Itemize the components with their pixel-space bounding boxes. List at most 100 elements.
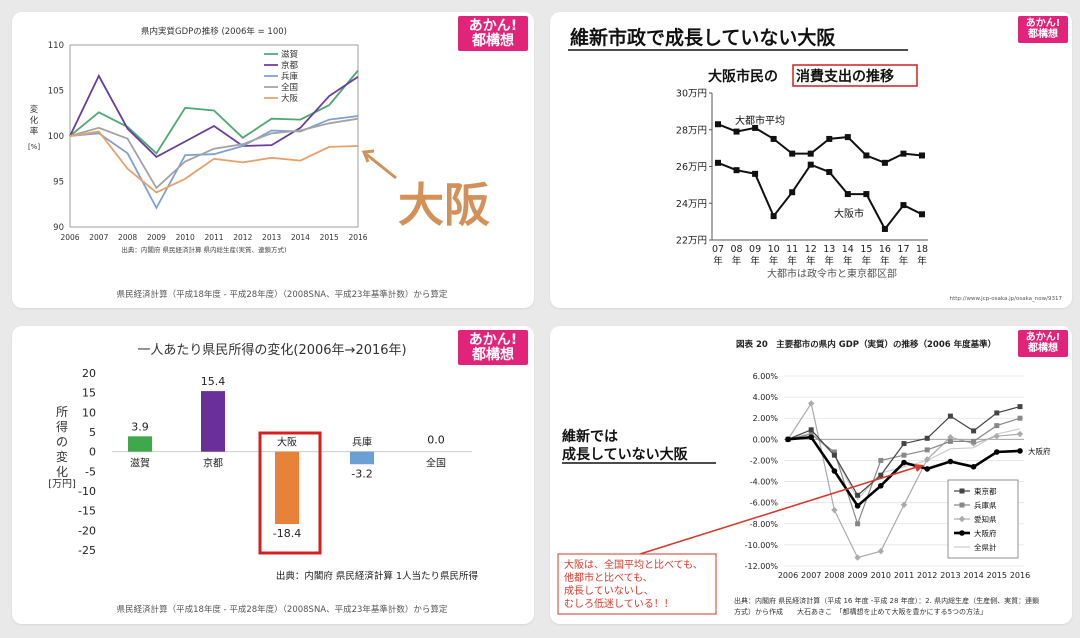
series-line-兵庫 (69, 115, 359, 210)
y-tick-label: 0 (89, 446, 96, 459)
bar-value-label: 0.0 (427, 434, 445, 447)
data-point-大阪市 (715, 159, 721, 166)
y-tick-label: 26万円 (676, 162, 707, 173)
badge-line-2: 都構想 (472, 346, 514, 363)
chart-source-line: 出典：内閣府 県民経済計算（平成 16 年度 -平成 28 年度）：2. 県内総… (734, 596, 1039, 605)
legend-label: 全国 (281, 82, 298, 93)
data-point-東京都 (831, 452, 837, 458)
y-tick-label: 100 (48, 132, 64, 142)
x-tick-label: 14 (842, 244, 854, 255)
data-point-大都市平均 (715, 121, 721, 128)
legend-label: 東京都 (974, 486, 997, 496)
y-axis-label: の (56, 435, 68, 449)
data-point-兵庫県 (1017, 415, 1023, 421)
panel-heading: 維新市政で成長していない大阪 (570, 26, 836, 49)
plot-frame (69, 44, 359, 228)
bar-滋賀 (128, 436, 152, 452)
bar-value-label: -3.2 (351, 467, 372, 480)
akan-badge: あかん! 都構想 (1018, 16, 1068, 43)
end-label: 大阪府 (1028, 446, 1051, 456)
x-tick-label: 12 (805, 244, 817, 255)
akan-badge: あかん! 都構想 (458, 330, 528, 366)
data-point-大阪市 (900, 202, 907, 209)
data-point-大阪市 (826, 169, 833, 176)
x-tick-label: 2012 (917, 571, 937, 580)
y-tick-label: -15 (78, 505, 96, 518)
badge-line-1: あかん! (468, 18, 518, 34)
y-tick-label: 15 (82, 387, 96, 400)
y-tick-label: 10 (82, 406, 96, 419)
y-axis-label: 得 (56, 419, 68, 434)
bar-value-label: -18.4 (273, 527, 301, 540)
data-point-愛知県 (877, 548, 884, 555)
data-point-愛知県 (854, 554, 861, 561)
y-tick-label: -20 (78, 524, 96, 537)
x-tick-label: 17 (897, 244, 909, 255)
y-tick-label: -10 (78, 485, 96, 498)
x-tick-label: 2014 (291, 233, 310, 242)
legend-marker (959, 530, 965, 536)
x-tick-label: 2010 (176, 233, 195, 242)
chart-caption: 大都市は政令市と東京都区部 (767, 267, 897, 280)
major-cities-line-chart: 図表 20 主要都市の県内 GDP（実質）の推移（2006 年度基準） 6.00%… (557, 339, 1051, 616)
y-tick-label: 90 (53, 223, 64, 233)
data-point-大都市平均 (863, 152, 870, 159)
x-tick-label: 2011 (894, 571, 914, 580)
data-point-東京都 (994, 410, 1000, 416)
x-tick-label: 2016 (1010, 571, 1030, 580)
series-label: 大阪市 (834, 207, 864, 220)
panel-major-cities-gdp: あかん! 都構想 図表 20 主要都市の県内 GDP（実質）の推移（2006 年… (550, 326, 1072, 624)
x-tick-suffix: 年 (880, 255, 890, 267)
akan-badge: あかん! 都構想 (458, 16, 528, 52)
akan-badge: あかん! 都構想 (1018, 330, 1068, 357)
data-point-兵庫県 (994, 423, 1000, 429)
source-url: http://www.jcp-osaka.jp/osaka_now/9317 (950, 296, 1063, 302)
data-point-大阪府 (970, 463, 977, 470)
panel-consumption: あかん! 都構想 維新市政で成長していない大阪 大阪市民の 消費支出の推移 22万円 2… (550, 12, 1072, 308)
data-point-東京都 (971, 428, 977, 434)
data-point-愛知県 (808, 400, 815, 407)
data-point-兵庫県 (831, 449, 837, 455)
data-point-兵庫県 (947, 438, 953, 444)
x-tick-suffix: 年 (806, 255, 816, 267)
chart-title: 県内実質GDPの推移 (2006年 = 100) (141, 26, 287, 37)
y-tick-label: -10.00% (745, 541, 779, 550)
note-box (557, 553, 717, 615)
bar-兵庫 (350, 451, 374, 465)
bar-category-label: 全国 (426, 457, 446, 470)
data-point-東京都 (855, 492, 861, 498)
x-tick-label: 2015 (320, 233, 339, 242)
data-point-兵庫県 (808, 431, 814, 437)
osaka-highlight-box (258, 431, 322, 555)
series-line-大阪 (69, 130, 359, 194)
data-point-大阪府 (947, 458, 954, 465)
legend-label: 全県計 (974, 542, 997, 552)
data-point-大阪府 (831, 468, 838, 474)
x-tick-label: 11 (786, 244, 798, 255)
x-tick-label: 10 (768, 244, 780, 255)
data-point-大阪市 (733, 167, 740, 174)
y-tick-label: 2.00% (753, 414, 779, 423)
legend-label: 大阪 (281, 93, 299, 104)
data-point-大阪市 (844, 191, 851, 198)
data-point-大阪府 (994, 449, 1000, 455)
y-axis-label: 率 (30, 126, 39, 137)
data-point-大阪府 (1017, 448, 1023, 454)
data-point-大都市平均 (789, 150, 796, 157)
data-point-愛知県 (947, 434, 954, 441)
data-point-大阪市 (770, 213, 777, 220)
y-tick-label: -4.00% (750, 478, 779, 487)
income-bar-chart: 一人あたり県民所得の変化(2006年→2016年) 20 15 10 5 0 -5 -10 -1… (48, 342, 478, 615)
series-line-全県計 (787, 428, 1021, 501)
annotation-arrow-shaft (365, 152, 397, 180)
y-tick-label: 20 (82, 367, 96, 380)
badge-line-2: 都構想 (1028, 28, 1058, 40)
series-line-大阪市 (717, 161, 923, 231)
y-tick-label: 4.00% (753, 393, 779, 402)
series-line-京都 (69, 73, 359, 159)
data-point-大阪市 (919, 211, 925, 218)
legend-marker (958, 515, 966, 523)
series-line-滋賀 (69, 69, 359, 155)
y-axis-label: 化 (56, 465, 68, 479)
